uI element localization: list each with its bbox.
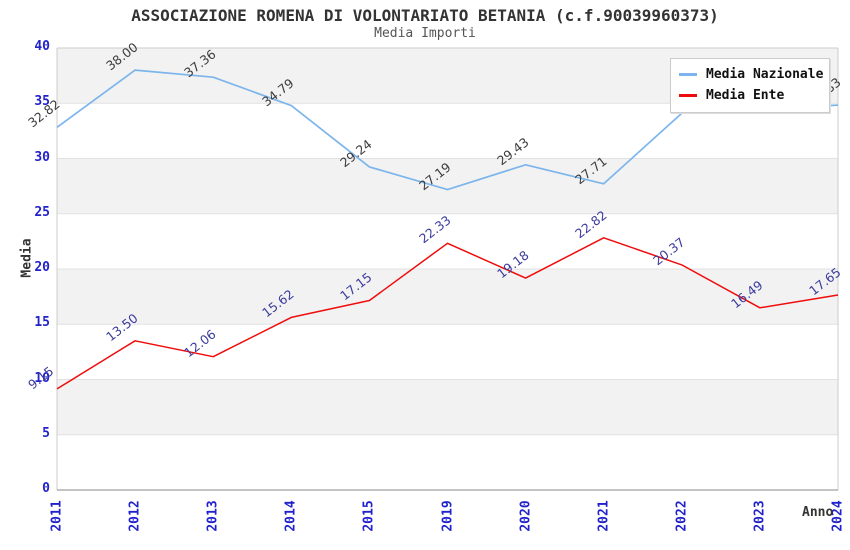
x-tick-label: 2012 (127, 500, 143, 532)
x-tick-label: 2022 (674, 500, 690, 532)
x-tick-label: 2014 (283, 500, 299, 532)
legend-item-media-ente: Media Ente (679, 85, 821, 106)
x-tick-label: 2020 (518, 500, 534, 532)
x-tick-label: 2021 (596, 500, 612, 532)
legend: Media Nazionale Media Ente (670, 58, 830, 113)
y-tick-label: 10 (34, 370, 50, 386)
legend-label-media-ente: Media Ente (706, 88, 785, 103)
x-tick-label: 2013 (205, 500, 221, 532)
y-axis-title: Media (19, 238, 35, 278)
chart-subtitle: Media Importi (374, 26, 476, 41)
y-tick-label: 25 (34, 204, 50, 220)
series-line-media-ente (56, 237, 839, 390)
y-tick-label: 20 (34, 260, 50, 275)
x-tick-label: 2015 (361, 500, 377, 532)
legend-item-media-nazionale: Media Nazionale (679, 64, 824, 85)
grid-band (57, 269, 838, 325)
x-tick-label: 2023 (752, 500, 768, 532)
y-tick-label: 30 (34, 149, 50, 165)
y-tick-label: 40 (34, 39, 50, 54)
y-tick-label: 0 (42, 481, 50, 496)
grid-band (57, 158, 838, 214)
ente-line-swatch-icon (679, 94, 697, 97)
y-tick-label: 35 (34, 94, 50, 110)
x-axis-title: Anno (802, 505, 834, 520)
y-tick-label: 15 (34, 315, 50, 331)
grid-band (57, 379, 838, 435)
legend-label-media-nazionale: Media Nazionale (706, 67, 824, 82)
x-tick-label: 2011 (49, 500, 65, 532)
chart-title: ASSOCIAZIONE ROMENA DI VOLONTARIATO BETA… (131, 6, 719, 25)
y-tick-label: 5 (42, 425, 50, 441)
x-tick-label: 2019 (440, 500, 455, 532)
nazionale-line-swatch-icon (679, 73, 697, 76)
